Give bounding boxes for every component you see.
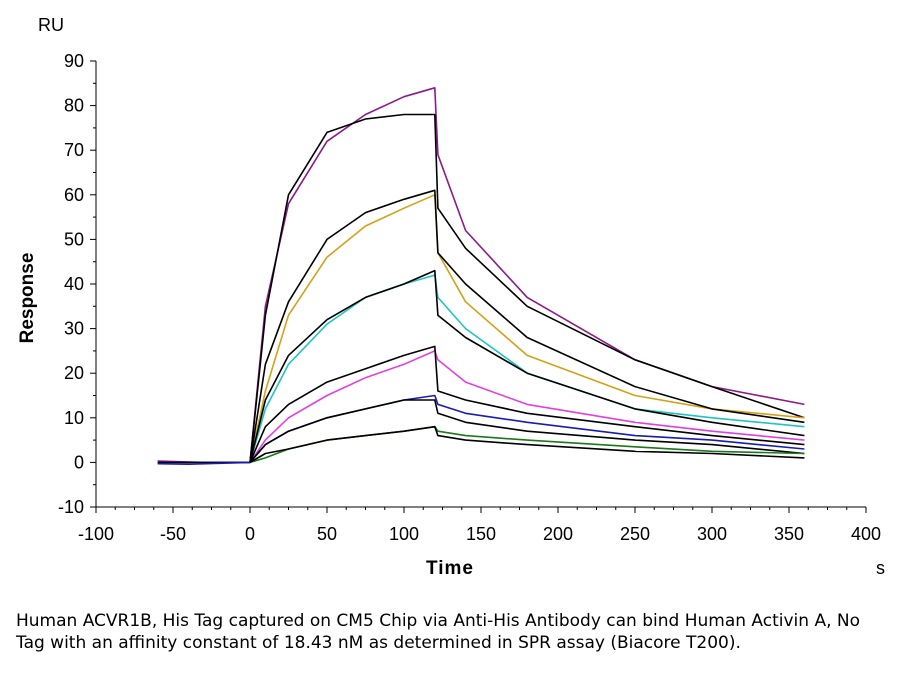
figure-caption: Human ACVR1B, His Tag captured on CM5 Ch… — [16, 611, 861, 653]
y-tick-label: 0 — [74, 452, 84, 472]
y-tick-label: -10 — [58, 497, 84, 517]
x-tick-label: 400 — [851, 524, 881, 544]
sensorgram-series-4 — [249, 189, 805, 463]
x-tick-label: 0 — [245, 524, 255, 544]
y-unit-label: RU — [38, 15, 64, 35]
sensorgram-series-6 — [249, 269, 805, 463]
sensorgram-series-12 — [249, 425, 805, 464]
y-tick-label: 50 — [64, 229, 84, 249]
series-layer — [157, 87, 805, 465]
x-unit-label: s — [876, 558, 885, 578]
x-tick-label: 50 — [317, 524, 337, 544]
sensorgram-series-10 — [249, 399, 805, 463]
x-tick-label: 350 — [774, 524, 804, 544]
sensorgram-series-8 — [249, 345, 805, 463]
x-tick-label: -100 — [78, 524, 114, 544]
sensorgram-series-13 — [157, 461, 251, 465]
x-tick-label: 300 — [697, 524, 727, 544]
y-tick-label: 70 — [64, 140, 84, 160]
y-axis-title: Response — [17, 253, 38, 344]
y-tick-label: 20 — [64, 363, 84, 383]
x-tick-label: 150 — [466, 524, 496, 544]
x-axis-title: Time — [426, 558, 474, 579]
y-tick-label: 80 — [64, 96, 84, 116]
x-tick-label: 200 — [543, 524, 573, 544]
y-tick-label: 90 — [64, 51, 84, 71]
x-tick-label: 100 — [389, 524, 419, 544]
y-tick-label: 30 — [64, 319, 84, 339]
sensorgram-series-2 — [157, 113, 805, 464]
sensorgram-series-5 — [249, 274, 805, 463]
sensorgram-series-9 — [249, 394, 805, 463]
sensorgram-series-1 — [157, 87, 805, 464]
x-tick-label: 250 — [620, 524, 650, 544]
y-tick-label: 10 — [64, 408, 84, 428]
y-tick-label: 60 — [64, 185, 84, 205]
y-tick-label: 40 — [64, 274, 84, 294]
x-tick-label: -50 — [160, 524, 186, 544]
